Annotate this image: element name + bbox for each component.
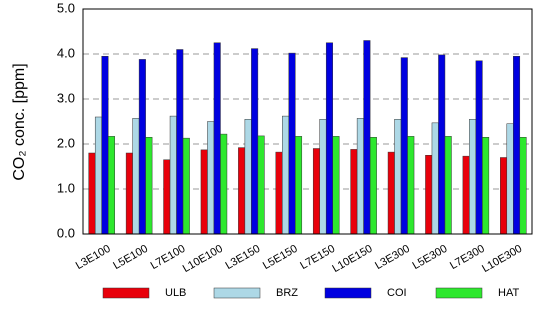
legend-swatch bbox=[324, 287, 372, 299]
legend-swatch bbox=[213, 287, 261, 299]
legend-swatch bbox=[102, 287, 150, 299]
bar bbox=[332, 136, 340, 235]
bar bbox=[244, 119, 252, 235]
bar bbox=[475, 60, 483, 235]
bar bbox=[363, 40, 371, 235]
x-tick-label: L10E150 bbox=[330, 243, 374, 275]
bar bbox=[356, 118, 364, 235]
bar bbox=[519, 137, 527, 235]
bar bbox=[88, 152, 96, 235]
x-tick-label: L3E300 bbox=[373, 243, 412, 272]
bar bbox=[438, 54, 446, 235]
bar bbox=[101, 56, 109, 235]
bar bbox=[220, 133, 228, 235]
bar bbox=[138, 59, 146, 235]
legend-label: BRZ bbox=[276, 287, 298, 299]
bar bbox=[163, 159, 171, 235]
bar bbox=[275, 151, 283, 235]
y-tick-label: 5.0 bbox=[57, 0, 75, 15]
bar bbox=[125, 152, 133, 235]
bar bbox=[394, 119, 402, 235]
bar bbox=[513, 56, 521, 235]
bar bbox=[145, 137, 153, 235]
x-tick-label: L3E100 bbox=[74, 243, 113, 272]
bar bbox=[325, 42, 333, 235]
bar bbox=[312, 148, 320, 235]
bar bbox=[257, 135, 265, 235]
bar bbox=[469, 119, 477, 235]
bar bbox=[94, 116, 102, 235]
bar bbox=[431, 122, 439, 235]
y-axis-label: CO₂ conc. [ppm] bbox=[11, 63, 28, 180]
bar bbox=[444, 136, 452, 235]
y-tick-label: 1.0 bbox=[57, 180, 75, 195]
bar bbox=[295, 136, 303, 235]
x-tick-label: L10E100 bbox=[181, 243, 225, 275]
bar bbox=[207, 121, 215, 235]
bar bbox=[251, 48, 259, 235]
bar bbox=[107, 136, 115, 235]
legend-label: ULB bbox=[165, 287, 186, 299]
bar bbox=[462, 155, 470, 235]
x-tick-label: L5E300 bbox=[411, 243, 450, 272]
bar bbox=[369, 137, 377, 235]
y-tick-label: 0.0 bbox=[57, 225, 75, 240]
x-tick-label: L5E150 bbox=[261, 243, 300, 272]
bar bbox=[238, 147, 246, 235]
x-tick-label: L3E150 bbox=[223, 243, 262, 272]
legend-label: COI bbox=[387, 287, 407, 299]
bar bbox=[506, 123, 514, 235]
bar bbox=[425, 155, 433, 235]
bar bbox=[169, 115, 177, 235]
bar bbox=[319, 119, 327, 235]
bar bbox=[288, 52, 296, 235]
bar bbox=[213, 42, 221, 235]
y-tick-label: 2.0 bbox=[57, 135, 75, 150]
bar bbox=[282, 115, 290, 235]
bar bbox=[407, 136, 415, 235]
bar bbox=[350, 149, 358, 235]
y-tick-label: 4.0 bbox=[57, 45, 75, 60]
y-tick-label: 3.0 bbox=[57, 90, 75, 105]
bar bbox=[482, 137, 490, 235]
bar bbox=[387, 151, 395, 235]
plot-frame bbox=[82, 8, 533, 235]
legend-swatch bbox=[435, 287, 483, 299]
bar bbox=[182, 137, 190, 235]
bar bbox=[200, 149, 208, 235]
bar bbox=[500, 157, 508, 235]
bar bbox=[176, 49, 184, 235]
x-tick-label: L10E300 bbox=[480, 243, 524, 275]
legend-label: HAT bbox=[498, 287, 519, 299]
bar bbox=[132, 118, 140, 235]
x-tick-label: L5E100 bbox=[111, 243, 150, 272]
bar bbox=[400, 57, 408, 235]
